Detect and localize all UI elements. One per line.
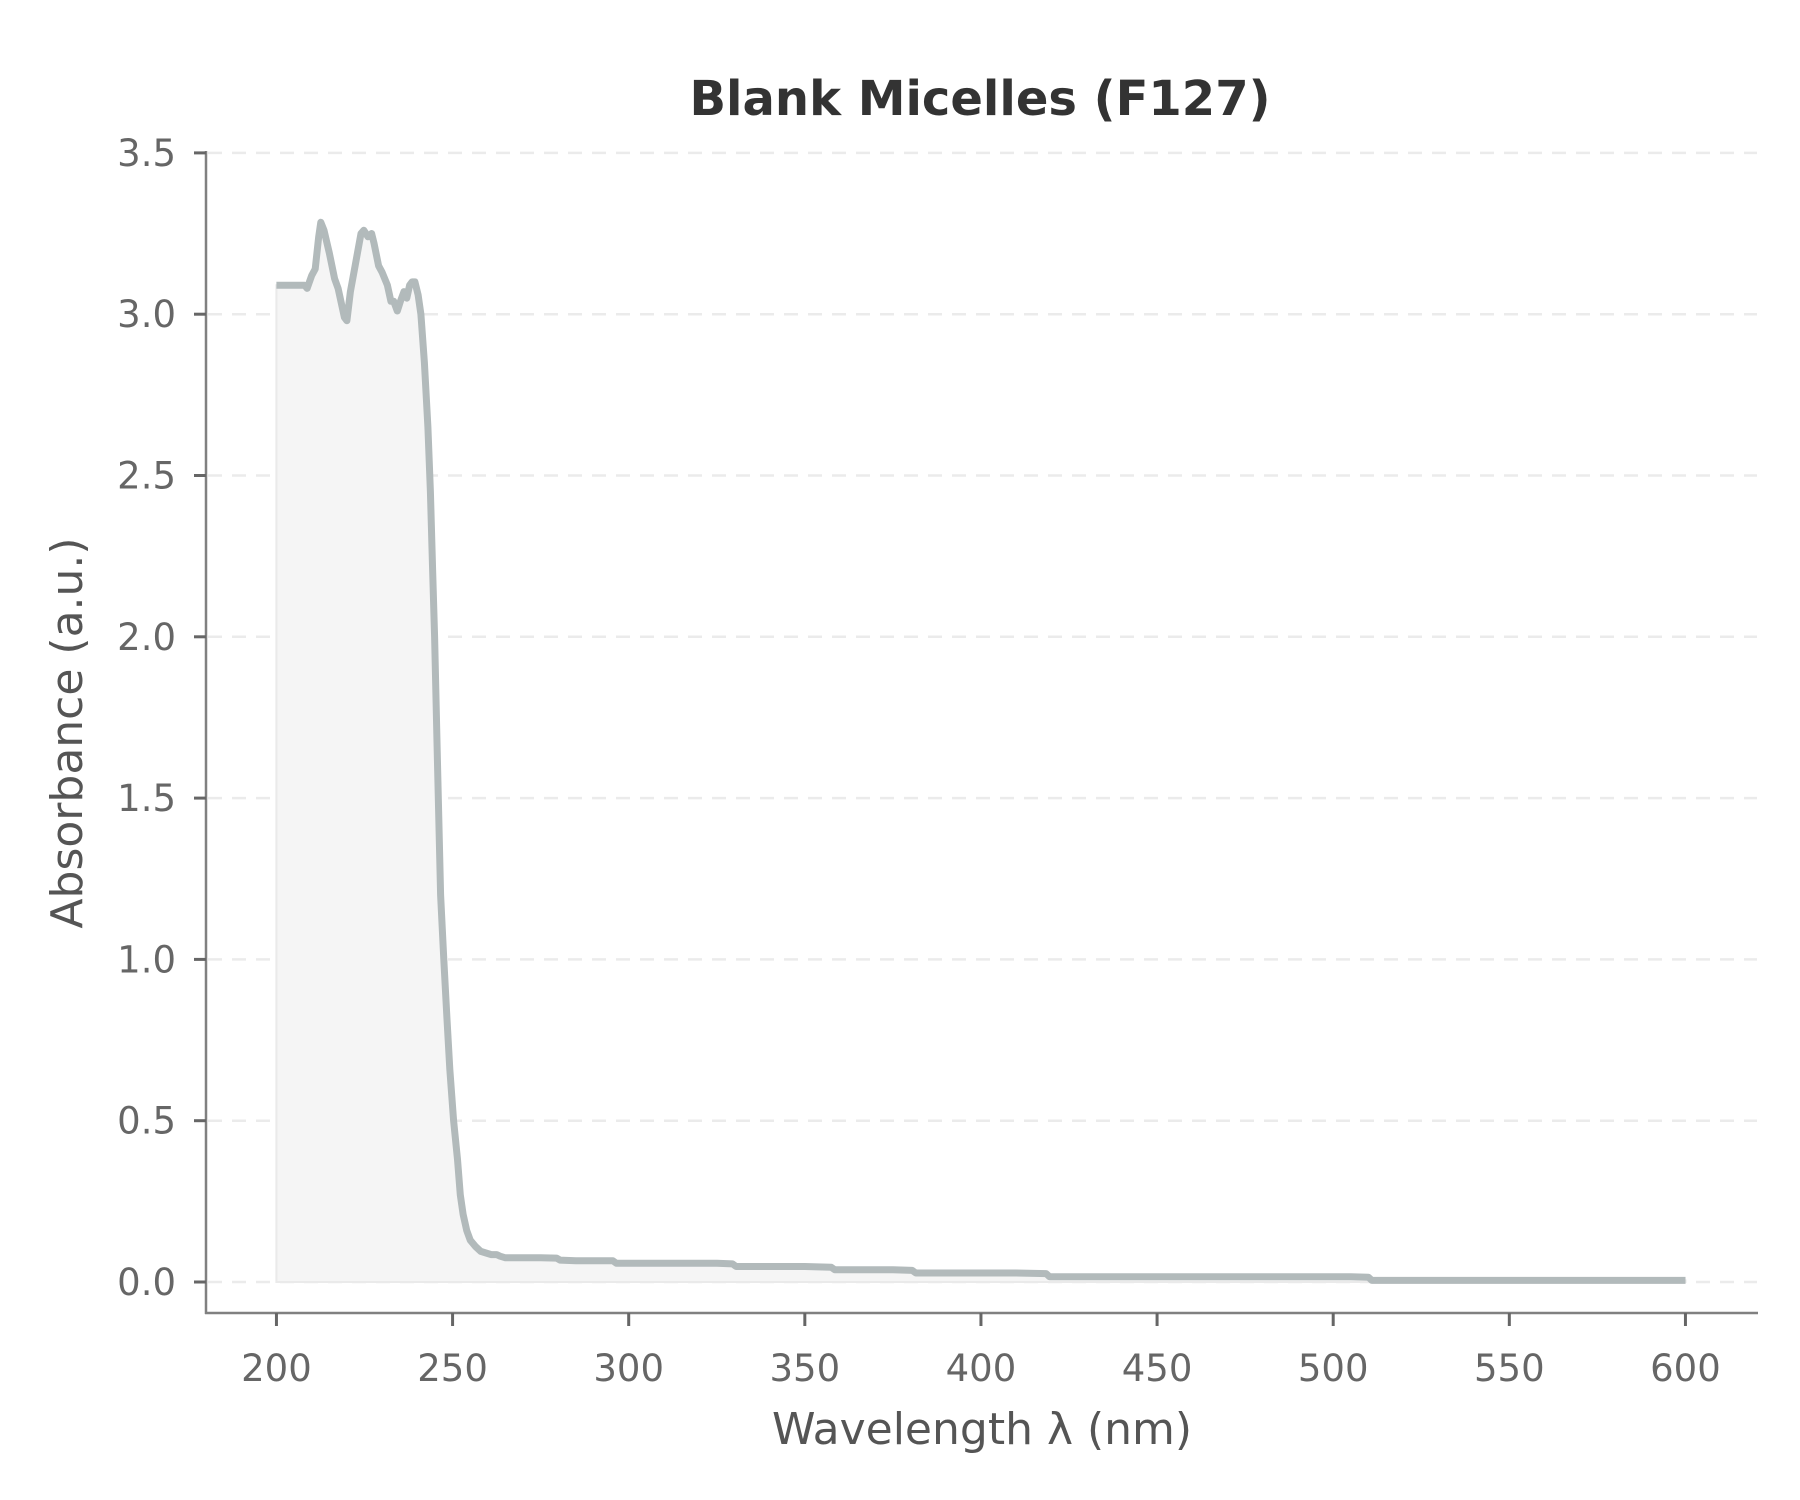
absorbance-fill-area [275, 218, 1687, 1283]
absorbance-curve [276, 218, 1686, 1284]
x-tick-label: 300 [593, 1347, 664, 1390]
x-tick-label: 600 [1650, 1347, 1721, 1390]
y-tick-label: 1.5 [117, 777, 176, 820]
x-tick-label: 250 [417, 1347, 488, 1390]
y-tick-label: 3.0 [117, 293, 176, 336]
y-tick-label: 0.0 [117, 1261, 176, 1304]
y-axis-ticks: 0.0 0.5 1.0 1.5 2.0 2.5 3.0 3.5 [117, 132, 206, 1304]
x-tick-label: 550 [1474, 1347, 1545, 1390]
y-tick-label: 3.5 [117, 132, 176, 175]
y-axis-label: Absorbance (a.u.) [42, 537, 93, 928]
x-axis-ticks: 200 250 300 350 400 450 500 550 600 [241, 1313, 1721, 1390]
x-tick-label: 450 [1122, 1347, 1193, 1390]
y-tick-label: 1.0 [117, 938, 176, 981]
x-tick-label: 400 [946, 1347, 1017, 1390]
y-tick-label: 2.5 [117, 455, 176, 498]
x-tick-label: 350 [770, 1347, 841, 1390]
x-tick-label: 500 [1298, 1347, 1369, 1390]
chart-title: Blank Micelles (F127) [689, 71, 1270, 127]
x-tick-label: 200 [241, 1347, 312, 1390]
y-tick-label: 0.5 [117, 1100, 176, 1143]
y-tick-label: 2.0 [117, 616, 176, 659]
x-axis-label: Wavelength λ (nm) [772, 1404, 1192, 1455]
